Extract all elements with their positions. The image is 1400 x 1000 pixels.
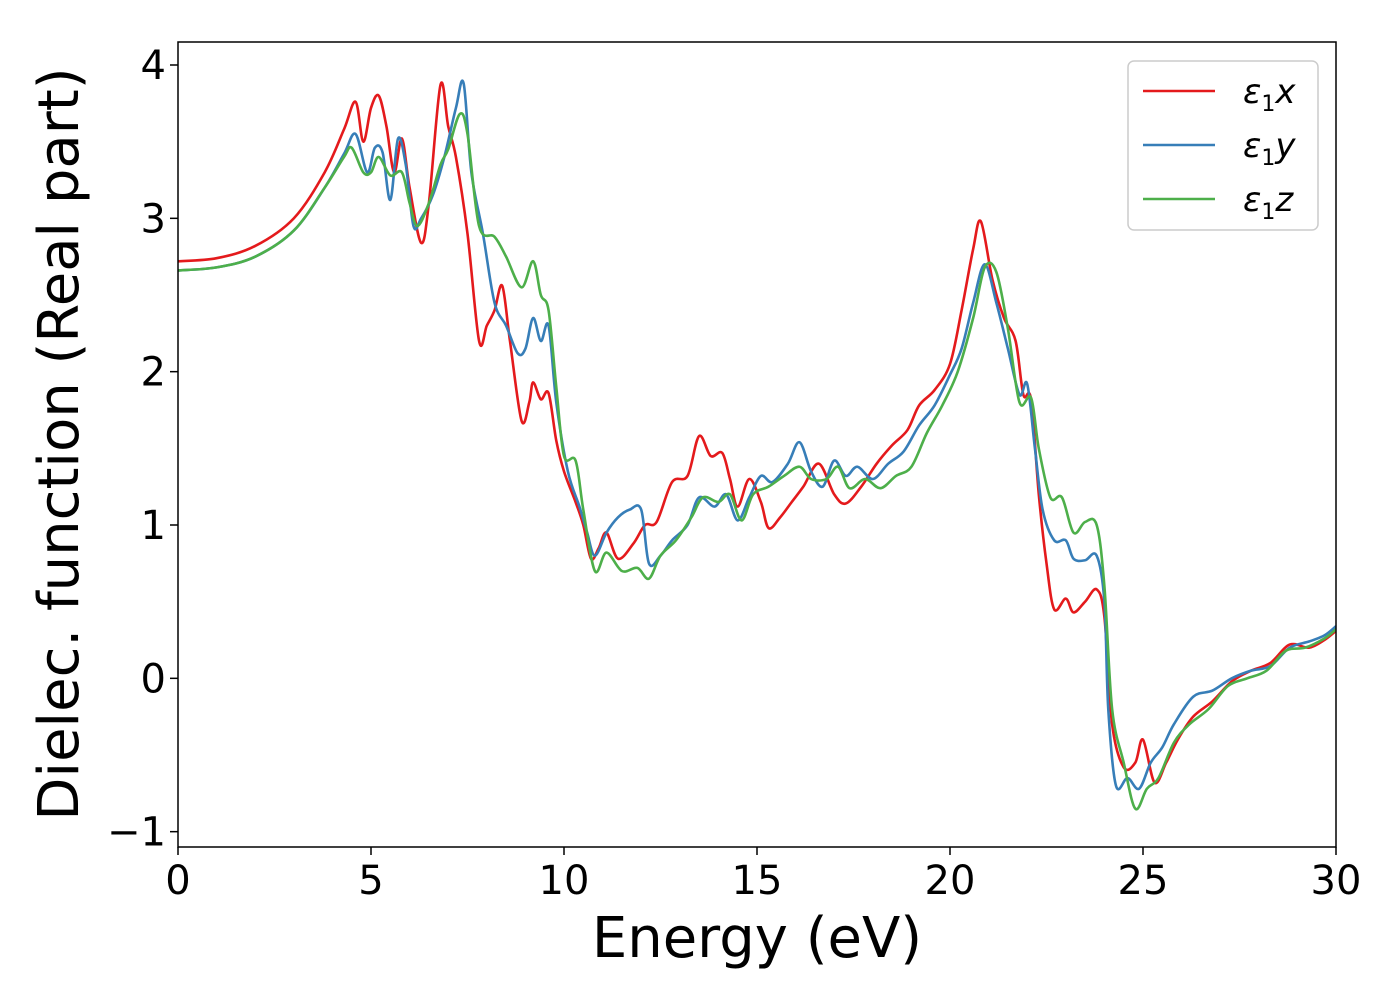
- y-tick-label: 4: [141, 43, 166, 89]
- x-tick-label: 15: [732, 858, 783, 904]
- y-tick-label: 1: [141, 503, 166, 549]
- plot-lines: [178, 79, 1336, 811]
- x-tick-label: 25: [1118, 858, 1169, 904]
- x-axis-ticks: 0 5 10 15 20 25 30: [165, 847, 1361, 904]
- legend-label-x: ε1x: [1243, 72, 1296, 117]
- x-tick-label: 0: [165, 858, 190, 904]
- legend-frame: [1127, 60, 1319, 231]
- y-axis-ticks: −1 0 1 2 3 4: [107, 43, 178, 856]
- x-tick-label: 10: [539, 858, 590, 904]
- series-line-y: [178, 79, 1336, 791]
- y-axis-label: Dielec. function (Real part): [27, 67, 92, 820]
- y-tick-label: 3: [141, 196, 166, 242]
- y-tick-label: 0: [141, 656, 166, 702]
- series-line-z: [178, 112, 1336, 811]
- y-tick-label: −1: [107, 810, 166, 856]
- x-tick-label: 20: [925, 858, 976, 904]
- x-tick-label: 30: [1311, 858, 1362, 904]
- legend-label-z: ε1z: [1243, 180, 1294, 225]
- x-tick-label: 5: [358, 858, 383, 904]
- x-axis-label: Energy (eV): [592, 906, 922, 971]
- legend-label-y: ε1y: [1243, 126, 1296, 171]
- legend: ε1x ε1y ε1z: [1127, 60, 1319, 231]
- y-tick-label: 2: [141, 350, 166, 396]
